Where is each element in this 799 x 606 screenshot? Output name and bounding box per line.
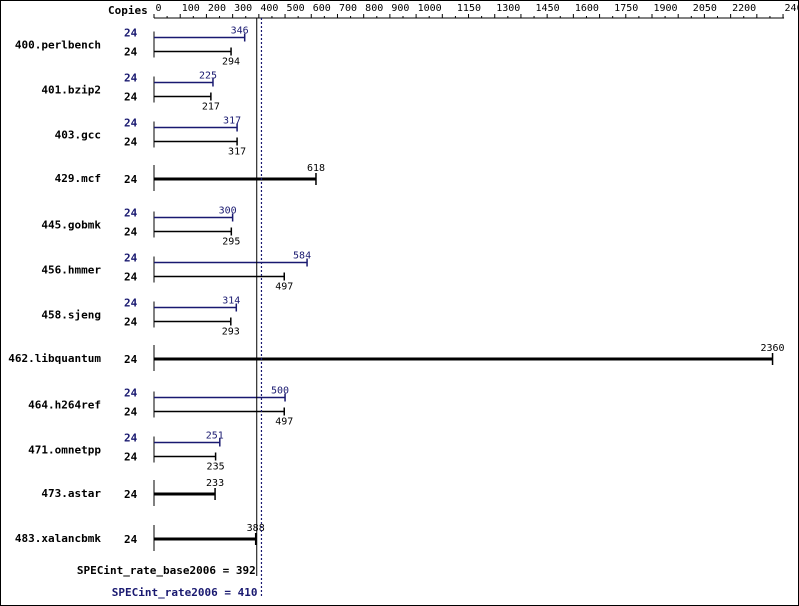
x-tick-label: 600 [313, 3, 331, 14]
combined-value-label: 388 [247, 523, 265, 534]
base-value-label: 295 [222, 237, 240, 248]
benchmark-label: 429.mcf [55, 172, 101, 185]
peak-copies-label: 24 [124, 387, 138, 400]
x-tick-label: 1000 [418, 3, 442, 14]
copies-label: 24 [124, 533, 138, 546]
peak-value-label: 584 [293, 251, 311, 262]
benchmark-label: 471.omnetpp [28, 444, 101, 457]
benchmark-label: 403.gcc [55, 129, 101, 142]
peak-value-label: 346 [231, 26, 249, 37]
peak-copies-label: 24 [124, 252, 138, 265]
base-value-label: 317 [228, 147, 246, 158]
x-tick-label: 400 [260, 3, 278, 14]
base-summary-label: SPECint_rate_base2006 = 392 [77, 564, 256, 577]
x-tick-label: 2050 [693, 3, 717, 14]
peak-copies-label: 24 [124, 72, 138, 85]
copies-label: 24 [124, 353, 138, 366]
x-tick-label: 1900 [653, 3, 677, 14]
combined-value-label: 618 [307, 163, 325, 174]
base-copies-label: 24 [124, 451, 138, 464]
base-copies-label: 24 [124, 91, 138, 104]
x-tick-label: 800 [365, 3, 383, 14]
x-tick-label: 700 [339, 3, 357, 14]
x-tick-label: 900 [391, 3, 409, 14]
peak-summary-label: SPECint_rate2006 = 410 [112, 586, 258, 599]
benchmark-label: 445.gobmk [41, 219, 101, 232]
x-tick-label: 100 [182, 3, 200, 14]
copies-header: Copies [108, 4, 148, 17]
benchmark-label: 462.libquantum [8, 352, 101, 365]
x-tick-label: 2200 [732, 3, 756, 14]
peak-copies-label: 24 [124, 297, 138, 310]
base-value-label: 235 [207, 462, 225, 473]
peak-copies-label: 24 [124, 27, 138, 40]
benchmark-label: 473.astar [41, 487, 101, 500]
combined-value-label: 2360 [761, 343, 785, 354]
peak-value-label: 314 [222, 296, 240, 307]
x-tick-label: 0 [156, 3, 162, 14]
benchmark-rows: 400.perlbench 24 346 24 294 401.bzip2 24 225 24 2… [8, 26, 785, 551]
benchmark-label: 400.perlbench [15, 39, 101, 52]
benchmark-label: 483.xalancbmk [15, 532, 101, 545]
benchmark-label: 464.h264ref [28, 399, 101, 412]
base-copies-label: 24 [124, 46, 138, 59]
base-value-label: 217 [202, 102, 220, 113]
x-tick-label: 300 [234, 3, 252, 14]
peak-copies-label: 24 [124, 117, 138, 130]
peak-value-label: 500 [271, 386, 289, 397]
peak-value-label: 317 [223, 116, 241, 127]
peak-value-label: 300 [219, 206, 237, 217]
peak-value-label: 251 [206, 431, 224, 442]
x-tick-label: 1750 [614, 3, 638, 14]
base-copies-label: 24 [124, 406, 138, 419]
x-tick-label: 500 [287, 3, 305, 14]
summary-lines: SPECint_rate_base2006 = 392 SPECint_rate2… [77, 18, 263, 599]
benchmark-label: 458.sjeng [41, 309, 101, 322]
peak-value-label: 225 [199, 71, 217, 82]
base-copies-label: 24 [124, 316, 138, 329]
peak-copies-label: 24 [124, 207, 138, 220]
base-value-label: 497 [275, 282, 293, 293]
benchmark-label: 401.bzip2 [41, 84, 101, 97]
x-tick-label: 2400 [785, 3, 799, 14]
x-tick-label: 1600 [575, 3, 599, 14]
x-axis: 0 100 200 300 400 500 600 700 800 900 1000 1150 1300… [153, 3, 799, 19]
x-tick-label: 1450 [536, 3, 560, 14]
x-tick-label: 200 [208, 3, 226, 14]
peak-copies-label: 24 [124, 432, 138, 445]
base-value-label: 293 [222, 327, 240, 338]
benchmark-label: 456.hmmer [41, 264, 101, 277]
base-copies-label: 24 [124, 136, 138, 149]
base-value-label: 497 [275, 417, 293, 428]
copies-label: 24 [124, 173, 138, 186]
combined-value-label: 233 [206, 478, 224, 489]
base-copies-label: 24 [124, 226, 138, 239]
x-tick-label: 1300 [496, 3, 520, 14]
base-value-label: 294 [222, 57, 240, 68]
base-copies-label: 24 [124, 271, 138, 284]
copies-label: 24 [124, 488, 138, 501]
x-tick-label: 1150 [457, 3, 481, 14]
